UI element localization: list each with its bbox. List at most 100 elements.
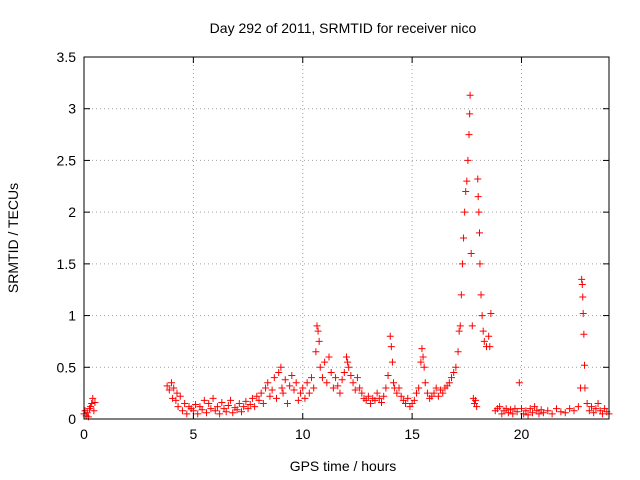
data-point: [592, 405, 600, 413]
y-axis-ticks: 0 0.5 1 1.5 2 2.5 3 3.5: [57, 49, 609, 427]
y-tick-label: 2: [68, 204, 76, 220]
data-point: [288, 372, 296, 380]
data-point: [248, 394, 256, 402]
data-point: [468, 322, 476, 330]
data-point: [209, 394, 217, 402]
y-tick-label: 1: [68, 308, 76, 324]
data-point: [340, 368, 348, 376]
data-point: [194, 410, 202, 418]
data-point: [323, 379, 331, 387]
data-point: [580, 330, 588, 338]
data-point: [371, 396, 379, 404]
data-point: [347, 372, 355, 380]
data-point: [277, 363, 285, 371]
data-point: [235, 399, 243, 407]
data-point: [266, 392, 274, 400]
y-tick-label: 0.5: [57, 359, 77, 375]
data-point: [553, 405, 560, 413]
x-tick-label: 0: [80, 426, 88, 442]
data-point: [384, 372, 392, 380]
data-point: [474, 193, 482, 201]
data-point: [388, 358, 396, 366]
data-point: [456, 322, 464, 330]
data-point: [402, 399, 410, 407]
data-point: [531, 403, 539, 411]
data-point: [165, 386, 173, 394]
data-point: [244, 405, 252, 413]
data-point: [390, 379, 398, 387]
data-point: [387, 343, 395, 351]
data-point: [380, 392, 388, 400]
data-point: [344, 358, 352, 366]
data-point: [192, 401, 200, 409]
data-point: [434, 392, 442, 400]
data-point: [585, 407, 593, 415]
data-point: [218, 398, 226, 406]
data-point: [598, 410, 606, 418]
x-axis-ticks: 0 5 10 15 20: [80, 57, 529, 442]
data-point: [336, 389, 344, 397]
data-point: [290, 386, 298, 394]
data-point: [268, 386, 276, 394]
data-point: [486, 343, 494, 351]
data-point: [397, 392, 405, 400]
data-point: [332, 374, 340, 382]
data-point: [176, 392, 184, 400]
data-point: [375, 394, 383, 402]
data-point: [172, 396, 180, 404]
data-point: [312, 348, 320, 356]
data-points: [80, 91, 613, 421]
data-point: [480, 337, 488, 345]
data-point: [301, 394, 309, 402]
data-point: [216, 410, 224, 418]
data-point: [544, 407, 552, 415]
y-axis-label: SRMTID / TECUs: [5, 183, 21, 293]
data-point: [524, 411, 532, 419]
y-tick-label: 3: [68, 101, 76, 117]
data-point: [418, 345, 426, 353]
data-point: [238, 408, 245, 416]
data-point: [163, 382, 171, 390]
data-point: [358, 389, 366, 397]
data-point: [413, 389, 420, 397]
data-point: [439, 389, 447, 397]
data-point: [255, 396, 263, 404]
data-point: [421, 379, 429, 387]
data-point: [522, 407, 530, 415]
data-point: [222, 408, 230, 416]
data-point: [257, 389, 265, 397]
data-point: [448, 374, 455, 382]
data-point: [386, 332, 394, 340]
data-point: [353, 374, 361, 382]
data-point: [588, 403, 595, 411]
data-point: [240, 403, 248, 411]
data-point: [259, 399, 267, 407]
data-point: [455, 327, 463, 335]
data-point: [548, 410, 556, 418]
data-point: [570, 407, 578, 415]
data-point: [273, 394, 280, 402]
data-point: [467, 250, 475, 258]
data-point: [183, 410, 191, 418]
data-point: [178, 407, 186, 415]
data-point: [590, 409, 598, 417]
data-point: [329, 384, 337, 392]
data-point: [349, 379, 357, 387]
data-point: [485, 332, 493, 340]
data-point: [90, 407, 98, 415]
data-point: [526, 405, 534, 413]
data-point: [557, 408, 565, 416]
data-point: [513, 408, 521, 416]
data-point: [313, 322, 321, 330]
data-point: [224, 402, 232, 410]
data-point: [518, 405, 525, 413]
data-point: [404, 394, 412, 402]
data-point: [474, 175, 482, 183]
data-point: [87, 403, 95, 411]
data-point: [579, 293, 587, 301]
x-tick-label: 15: [404, 426, 420, 442]
data-point: [242, 397, 250, 405]
data-point: [345, 363, 353, 371]
data-point: [91, 398, 99, 406]
data-point: [461, 208, 469, 216]
